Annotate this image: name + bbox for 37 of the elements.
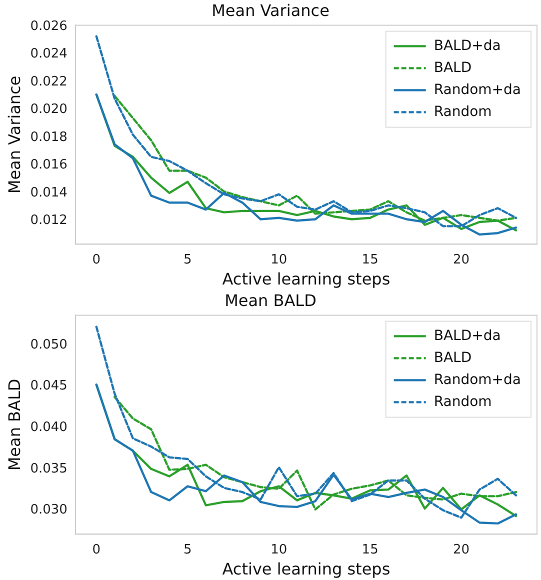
y-axis-title: Mean BALD (4, 378, 24, 471)
x-tick-label: 15 (362, 542, 378, 558)
x-tick-label: 10 (270, 542, 288, 558)
y-tick-label: 0.026 (30, 18, 68, 34)
y-tick-label: 0.035 (30, 461, 68, 476)
y-tick-label: 0.045 (30, 378, 68, 394)
x-tick-label: 20 (453, 542, 470, 558)
x-tick-label: 20 (453, 252, 470, 268)
y-tick-label: 0.030 (30, 502, 68, 518)
x-tick-label: 15 (362, 252, 378, 268)
chart-title: Mean BALD (224, 290, 316, 310)
legend-label: Random+da (434, 82, 522, 98)
y-tick-label: 0.050 (30, 337, 68, 352)
legend-label: BALD (434, 350, 472, 366)
legend-label: Random (434, 104, 492, 120)
y-tick-label: 0.024 (30, 46, 68, 62)
y-axis-title: Mean Variance (4, 76, 24, 194)
y-tick-label: 0.016 (30, 158, 68, 173)
chart-title: Mean Variance (212, 0, 330, 20)
y-tick-label: 0.018 (30, 130, 68, 145)
y-tick-label: 0.040 (30, 420, 68, 435)
y-tick-label: 0.022 (30, 74, 68, 90)
y-tick-label: 0.012 (30, 213, 68, 228)
x-axis-title: Active learning steps (222, 270, 390, 289)
legend-label: BALD+da (434, 38, 501, 54)
x-tick-label: 5 (183, 542, 192, 558)
x-axis-title: Active learning steps (222, 560, 390, 579)
legend-label: BALD+da (434, 328, 501, 344)
y-tick-label: 0.020 (30, 102, 68, 118)
x-tick-label: 0 (92, 252, 101, 268)
x-tick-label: 0 (92, 542, 101, 558)
legend-label: Random+da (434, 372, 522, 388)
legend-label: Random (434, 394, 492, 410)
y-tick-label: 0.014 (30, 185, 68, 200)
x-tick-label: 10 (270, 252, 288, 268)
x-tick-label: 5 (183, 252, 192, 268)
legend-label: BALD (434, 60, 472, 76)
